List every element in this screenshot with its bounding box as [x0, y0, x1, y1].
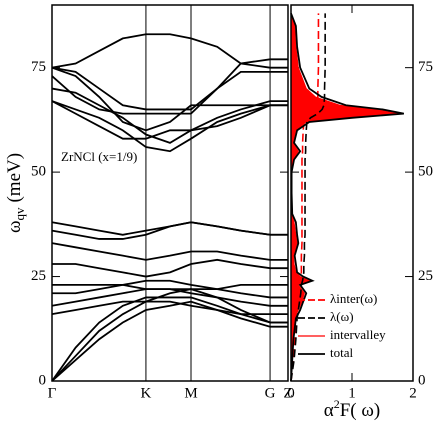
line — [51, 33, 288, 69]
line — [51, 100, 288, 140]
y-axis-label-part: ω — [4, 221, 25, 234]
y-axis-label-part: (meV) — [4, 153, 25, 203]
x-tick-label: Z — [283, 385, 292, 401]
x-tick-label: Γ — [48, 385, 57, 401]
y-tick-label: 25 — [31, 268, 46, 284]
y-tick-label: 50 — [418, 164, 433, 180]
line — [290, 13, 405, 382]
line — [51, 100, 288, 153]
line — [52, 279, 288, 299]
line — [51, 66, 288, 132]
line — [52, 284, 288, 290]
x-tick-label: G — [265, 385, 276, 401]
legend-label: intervalley — [330, 327, 386, 342]
x-axis-label: α2F( ω) — [324, 397, 380, 422]
y-tick-label: 75 — [31, 59, 46, 75]
x-tick-label: 2 — [409, 385, 417, 401]
legend-label: λinter(ω) — [330, 291, 377, 306]
annotation: ZrNCl (x=1/9) — [61, 149, 137, 164]
y-tick-label: 75 — [418, 59, 433, 75]
line — [51, 58, 288, 115]
line — [51, 296, 288, 382]
y-axis-label-part: qv — [12, 207, 27, 221]
x-tick-label: M — [184, 385, 197, 401]
x-tick-label: 1 — [348, 385, 356, 401]
y-tick-label: 50 — [31, 164, 46, 180]
line — [52, 258, 288, 278]
x-axis-label-part: 2 — [334, 397, 340, 411]
line — [51, 242, 288, 261]
line — [51, 221, 288, 240]
line — [290, 13, 326, 382]
x-tick-label: 0 — [287, 385, 295, 401]
y-axis-label: ωqv (meV) — [4, 153, 27, 233]
line — [51, 87, 288, 144]
y-tick-label: 0 — [418, 372, 426, 388]
x-axis-label-part: α — [324, 400, 334, 421]
x-tick-label: K — [141, 385, 152, 401]
legend-label: λ(ω) — [330, 309, 354, 324]
y-tick-label: 25 — [418, 268, 433, 284]
plot-frame — [290, 4, 414, 382]
y-tick-label: 0 — [39, 372, 47, 388]
line — [51, 300, 288, 316]
x-axis-label-part: F( ω) — [340, 400, 380, 421]
area — [290, 13, 398, 382]
legend-label: total — [330, 345, 353, 360]
plot-frame — [51, 4, 289, 382]
line — [51, 66, 288, 111]
line — [51, 221, 288, 236]
line — [51, 300, 288, 382]
